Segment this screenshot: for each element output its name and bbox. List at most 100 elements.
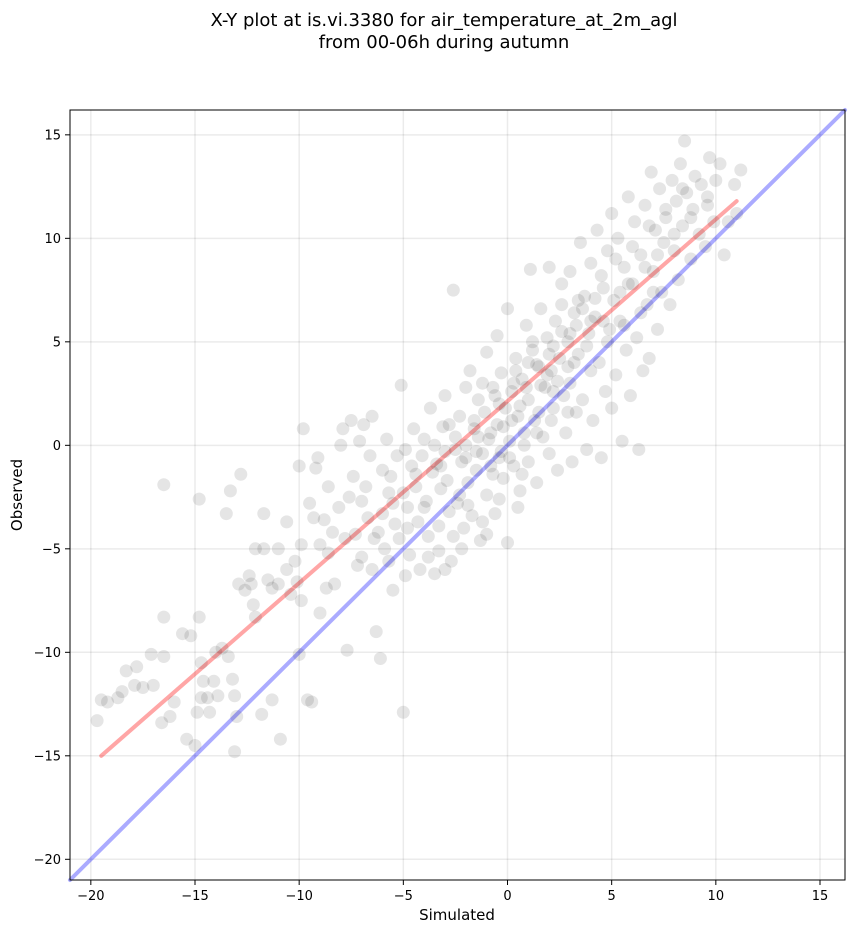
scatter-point: [532, 405, 546, 419]
scatter-point: [540, 368, 554, 382]
scatter-point: [588, 291, 602, 305]
scatter-point: [455, 455, 469, 469]
scatter-point: [471, 393, 485, 407]
scatter-point: [401, 500, 414, 514]
scatter-point: [623, 389, 637, 403]
scatter-point: [265, 693, 279, 707]
scatter-point: [476, 515, 489, 529]
scatter-point: [228, 745, 242, 759]
scatter-point: [163, 710, 177, 723]
scatter-point: [155, 716, 169, 730]
scatter-point: [319, 581, 333, 595]
scatter-point: [440, 474, 454, 487]
scatter-point: [119, 664, 133, 678]
scatter-point: [438, 563, 452, 576]
scatter-point: [544, 414, 558, 427]
scatter-point: [698, 240, 712, 254]
scatter-point: [332, 500, 346, 514]
scatter-point: [115, 685, 129, 699]
scatter-point: [709, 173, 723, 187]
scatter-point: [596, 281, 610, 295]
scatter-point: [292, 459, 306, 473]
scatter-point: [371, 525, 385, 539]
scatter-point: [642, 351, 656, 365]
scatter-point: [613, 314, 627, 328]
scatter-point: [346, 469, 360, 483]
scatter-point: [686, 202, 700, 216]
scatter-point: [559, 426, 573, 440]
scatter-point: [496, 471, 510, 485]
scatter-point: [582, 327, 596, 340]
scatter-point: [180, 732, 194, 746]
scatter-point: [471, 430, 485, 444]
y-axis-ticks: −20 −15 −10 −5 0 5 10 15: [34, 128, 70, 868]
scatter-point: [555, 298, 569, 312]
scatter-point: [144, 647, 158, 661]
x-tick-label: 15: [812, 889, 829, 904]
scatter-point: [411, 515, 425, 529]
scatter-point: [307, 511, 321, 525]
scatter-point: [626, 240, 639, 254]
scatter-point: [511, 409, 525, 423]
scatter-point: [605, 207, 619, 220]
scatter-point: [530, 358, 544, 372]
scatter-point: [167, 695, 181, 709]
scatter-point: [571, 293, 585, 307]
scatter-point: [423, 401, 437, 415]
y-tick-label: −20: [34, 853, 61, 868]
scatter-point: [501, 536, 514, 550]
scatter-point: [407, 422, 421, 436]
scatter-point: [507, 376, 521, 390]
scatter-point: [467, 414, 481, 427]
scatter-point: [294, 538, 308, 552]
scatter-point: [184, 629, 198, 643]
scatter-point: [561, 360, 575, 374]
scatter-point: [521, 455, 535, 469]
scatter-point: [448, 430, 462, 444]
scatter-point: [630, 331, 644, 345]
scatter-point: [384, 469, 398, 483]
scatter-point: [538, 380, 552, 394]
scatter-point: [311, 451, 325, 465]
scatter-point: [561, 405, 575, 419]
scatter-point: [432, 544, 446, 558]
scatter-point: [490, 329, 504, 343]
scatter-point: [461, 476, 475, 490]
x-tick-label: −5: [394, 889, 413, 904]
scatter-point: [419, 494, 433, 508]
scatter-point: [544, 364, 558, 378]
scatter-point: [328, 577, 342, 591]
scatter-point: [626, 277, 639, 291]
scatter-point: [244, 577, 258, 591]
scatter-point: [594, 451, 608, 465]
scatter-point: [676, 219, 689, 233]
scatter-point: [701, 190, 714, 204]
scatter-point: [534, 378, 548, 392]
scatter-point: [530, 476, 544, 490]
scatter-point: [190, 705, 204, 719]
scatter-point: [546, 401, 560, 415]
scatter-point: [578, 289, 592, 303]
scatter-point: [492, 397, 506, 411]
scatter-point: [488, 389, 502, 403]
scatter-point: [459, 380, 473, 394]
scatter-point: [417, 432, 431, 446]
scatter-point: [351, 558, 364, 572]
scatter-point: [688, 169, 702, 183]
scatter-point: [405, 459, 419, 473]
scatter-point: [128, 678, 142, 692]
scatter-point: [386, 496, 400, 510]
scatter-point: [317, 513, 331, 527]
data-points: [90, 134, 748, 759]
scatter-point: [480, 488, 494, 502]
scatter-point: [713, 157, 727, 171]
scatter-point: [653, 182, 667, 196]
scatter-point: [265, 581, 279, 595]
scatter-point: [667, 244, 681, 258]
y-tick-label: 5: [53, 335, 61, 350]
scatter-point: [607, 293, 621, 307]
scatter-point: [480, 527, 494, 541]
scatter-point: [526, 343, 539, 357]
scatter-point: [234, 467, 248, 481]
scatter-point: [621, 277, 635, 291]
